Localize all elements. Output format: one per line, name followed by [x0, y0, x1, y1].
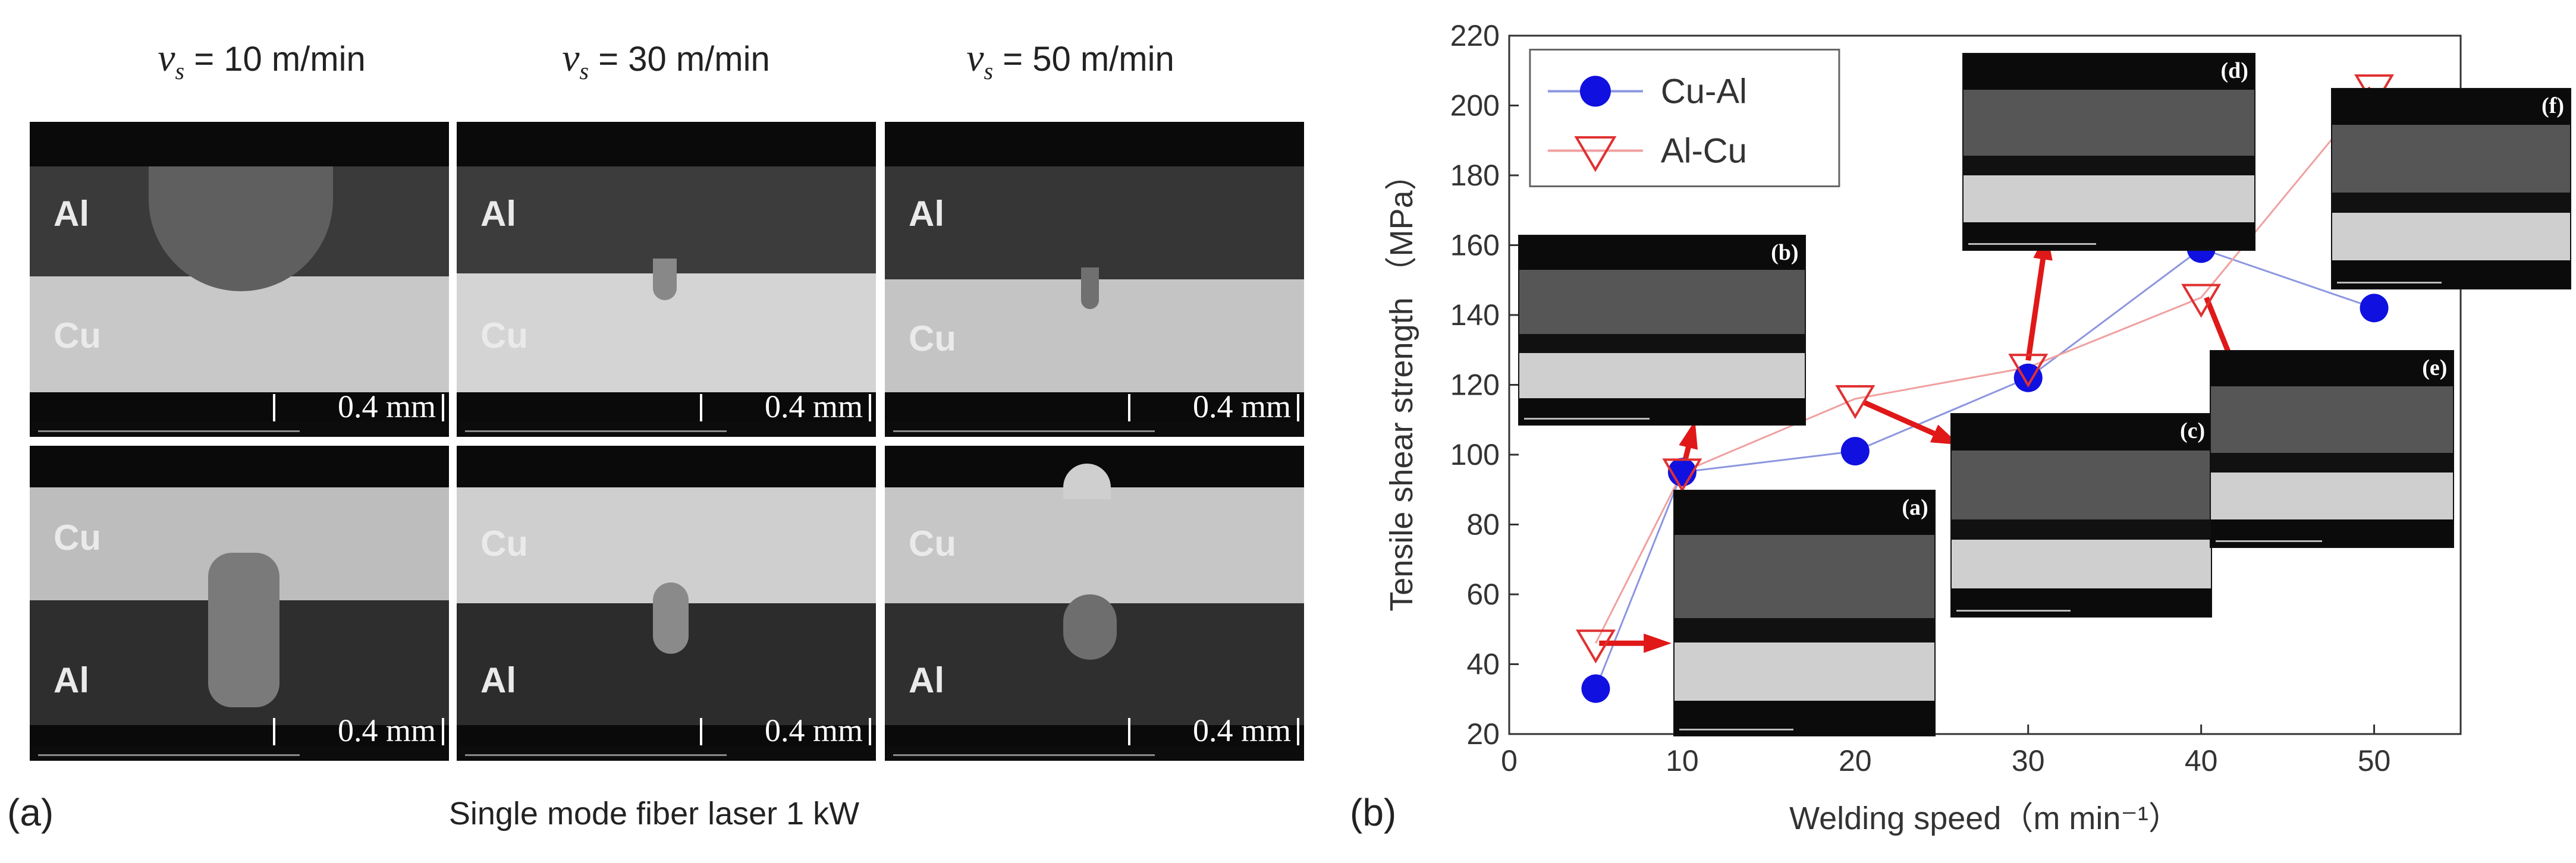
- data-point-al-cu: [1575, 629, 1616, 664]
- legend-box: [1529, 49, 1840, 187]
- x-tick-label: 0: [1501, 744, 1518, 777]
- material-label: Al: [480, 194, 516, 234]
- x-tick-label: 30: [2012, 744, 2045, 777]
- panel-b-label: (b): [1350, 791, 1397, 834]
- scale-bar-label: 0.4 mm: [764, 389, 863, 424]
- data-point-cu-al: [2360, 294, 2389, 323]
- scale-bar-label: 0.4 mm: [337, 389, 436, 424]
- weld-nugget: [653, 259, 677, 300]
- annotation-arrow: [2025, 241, 2049, 361]
- scale-bar-label: 0.4 mm: [337, 713, 436, 748]
- inset-label: (b): [1771, 240, 1799, 265]
- micrograph-al-cu-50: Al Cu 0.4 mm: [885, 122, 1304, 437]
- data-point-cu-al: [1581, 674, 1610, 703]
- panel-a-caption: Single mode fiber laser 1 kW: [448, 796, 860, 831]
- legend-marker: [1579, 75, 1611, 107]
- series-line-0: [1595, 247, 2375, 689]
- x-tick-label: 40: [2185, 744, 2218, 777]
- material-label: Cu: [480, 524, 528, 563]
- legend-marker: [1574, 136, 1617, 172]
- inset-micrograph: (b): [1518, 234, 1806, 426]
- inset-label: (a): [1902, 495, 1928, 520]
- y-tick-label: 220: [1450, 19, 1500, 52]
- series-line-1: [1595, 87, 2375, 644]
- y-tick-label: 140: [1450, 298, 1500, 332]
- column-header-10: vs = 10 m/min: [158, 36, 366, 85]
- weld-bump: [1063, 464, 1111, 499]
- speed-symbol: vs: [562, 36, 589, 85]
- y-tick-label: 120: [1450, 368, 1500, 402]
- inset-micrograph: (d): [1962, 53, 2255, 251]
- inset-micrograph: (c): [1950, 412, 2213, 618]
- speed-symbol: vs: [966, 36, 994, 85]
- micrograph-al-cu-30: Al Cu 0.4 mm: [457, 122, 876, 437]
- annotation-arrowhead: [1644, 633, 1672, 653]
- y-tick-label: 200: [1450, 89, 1500, 122]
- column-header-30: vs = 30 m/min: [562, 36, 770, 85]
- weld-nugget: [208, 553, 279, 707]
- weld-nugget: [1063, 594, 1117, 660]
- x-axis-label: Welding speed（m min⁻¹）: [1789, 801, 2181, 836]
- panel-a-micrographs: vs = 10 m/min vs = 30 m/min vs = 50 m/mi…: [7, 36, 1304, 834]
- inset-label: (e): [2422, 355, 2448, 380]
- panel-a-label: (a): [7, 791, 54, 834]
- panel-b-chart: 0 10 20 30 40 50 20 40 60 80 100 120 140 160 180 200 220…: [1308, 0, 2576, 863]
- y-axis-label: Tensile shear strength （MPa）: [1384, 158, 1419, 611]
- material-label: Cu: [909, 524, 956, 563]
- scale-bar-label: 0.4 mm: [764, 713, 863, 748]
- data-point-al-cu: [2008, 354, 2049, 388]
- legend-label: Al-Cu: [1661, 132, 1747, 171]
- legend-label: Cu-Al: [1661, 73, 1747, 111]
- speed-symbol: vs: [158, 36, 185, 85]
- strength-chart: 0 10 20 30 40 50 20 40 60 80 100 120 140 160 180 200 220…: [1384, 19, 2462, 836]
- inset-label: (f): [2542, 93, 2564, 119]
- micrograph-cu-al-10: Cu Al 0.4 mm: [30, 446, 449, 761]
- material-label: Al: [909, 194, 944, 234]
- material-label: Cu: [909, 319, 956, 358]
- data-point-cu-al: [2013, 363, 2043, 392]
- material-label: Al: [54, 660, 89, 700]
- weld-nugget: [1081, 267, 1099, 309]
- y-tick-label: 160: [1450, 229, 1500, 262]
- annotation-arrowhead: [1679, 420, 1698, 450]
- inset-label: (c): [2179, 418, 2206, 443]
- scale-bar-label: 0.4 mm: [1192, 389, 1291, 424]
- y-tick-label: 80: [1466, 508, 1500, 541]
- material-label: Cu: [480, 316, 528, 355]
- material-label: Al: [54, 194, 89, 234]
- inset-micrograph: (f): [2330, 88, 2571, 289]
- column-header-50: vs = 50 m/min: [966, 36, 1174, 85]
- x-tick-label: 10: [1666, 744, 1699, 777]
- x-tick-label: 50: [2358, 744, 2391, 777]
- micrograph-cu-al-50: Cu Al 0.4 mm: [885, 446, 1304, 761]
- y-tick-label: 40: [1466, 648, 1500, 681]
- material-label: Cu: [54, 316, 101, 355]
- scale-bar-label: 0.4 mm: [1192, 713, 1291, 748]
- material-label: Al: [909, 660, 944, 700]
- inset-label: (d): [2220, 58, 2248, 84]
- micrograph-al-cu-10: Al Cu 0.4 mm: [30, 122, 449, 437]
- material-label: Al: [480, 660, 516, 700]
- y-tick-label: 60: [1466, 578, 1500, 611]
- y-tick-label: 20: [1466, 717, 1500, 751]
- inset-micrograph: (e): [2210, 349, 2455, 548]
- micrograph-cu-al-30: Cu Al 0.4 mm: [457, 446, 876, 761]
- y-tick-label: 100: [1450, 438, 1500, 471]
- data-point-al-cu: [2181, 284, 2222, 318]
- data-point-al-cu: [1835, 385, 1876, 419]
- y-tick-label: 180: [1450, 159, 1500, 192]
- weld-nugget: [653, 582, 689, 654]
- inset-micrograph: (a): [1673, 489, 1936, 736]
- data-point-cu-al: [1840, 437, 1870, 466]
- data-point-al-cu: [1662, 458, 1702, 493]
- material-label: Cu: [54, 518, 101, 558]
- x-tick-label: 20: [1839, 744, 1872, 777]
